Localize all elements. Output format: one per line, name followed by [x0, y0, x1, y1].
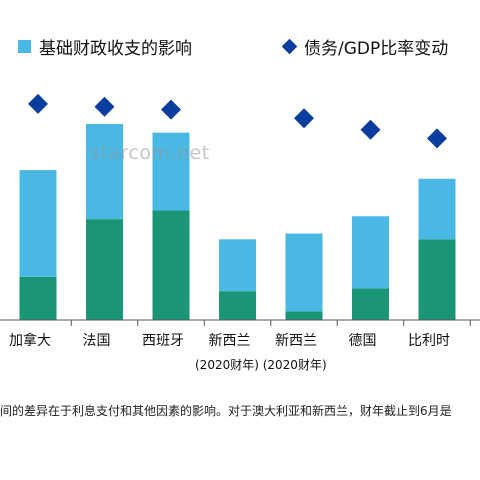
legend-swatch-diamonds	[281, 38, 298, 55]
x-tick-label-5: 德国	[348, 333, 377, 349]
subtitle: (2020财年) (2020财年)	[195, 358, 327, 372]
bar-primary-5	[352, 216, 389, 289]
legend-item-diamonds: 债务/GDP比率变动	[281, 34, 449, 59]
diamond-marker-5	[360, 119, 381, 140]
legend-swatch-bars	[18, 40, 31, 53]
bar-interest-1	[86, 219, 123, 320]
diamonds-group	[28, 93, 447, 149]
bar-interest-3	[219, 291, 256, 320]
bar-primary-2	[152, 132, 190, 211]
watermark: starcom.net	[90, 142, 210, 164]
bar-primary-3	[219, 239, 256, 292]
bar-interest-6	[418, 239, 456, 320]
footnote: 间的差异在于利息支付和其他因素的影响。对于澳大利亚和新西兰，财年截止到6月是	[0, 404, 452, 418]
x-tick-label-6: 比利时	[408, 333, 450, 349]
diamond-marker-0	[28, 93, 48, 114]
x-axis	[0, 319, 480, 326]
x-tick-label-0: 加拿大	[9, 333, 51, 349]
bar-interest-2	[152, 210, 190, 320]
bar-interest-4	[285, 311, 323, 320]
bar-interest-5	[352, 288, 389, 320]
diamond-marker-4	[294, 108, 314, 129]
diamond-marker-6	[427, 128, 447, 149]
x-tick-label-4: 新西兰	[275, 333, 317, 349]
diamond-marker-2	[161, 99, 181, 120]
legend-label-diamonds: 债务/GDP比率变动	[304, 39, 449, 59]
x-tick-label-3: 新西兰	[208, 333, 251, 349]
bar-primary-1	[86, 124, 123, 220]
bar-interest-0	[19, 276, 57, 320]
bars-group	[19, 124, 456, 320]
bar-primary-4	[285, 233, 323, 312]
x-tick-label-1: 法国	[82, 333, 111, 349]
legend-label-bars: 基础财政收支的影响	[39, 39, 192, 59]
x-tick-label-2: 西班牙	[142, 333, 184, 349]
diamond-marker-1	[94, 96, 115, 117]
bar-primary-0	[19, 170, 57, 277]
bar-primary-6	[418, 178, 456, 240]
legend-item-bars: 基础财政收支的影响	[18, 34, 192, 59]
